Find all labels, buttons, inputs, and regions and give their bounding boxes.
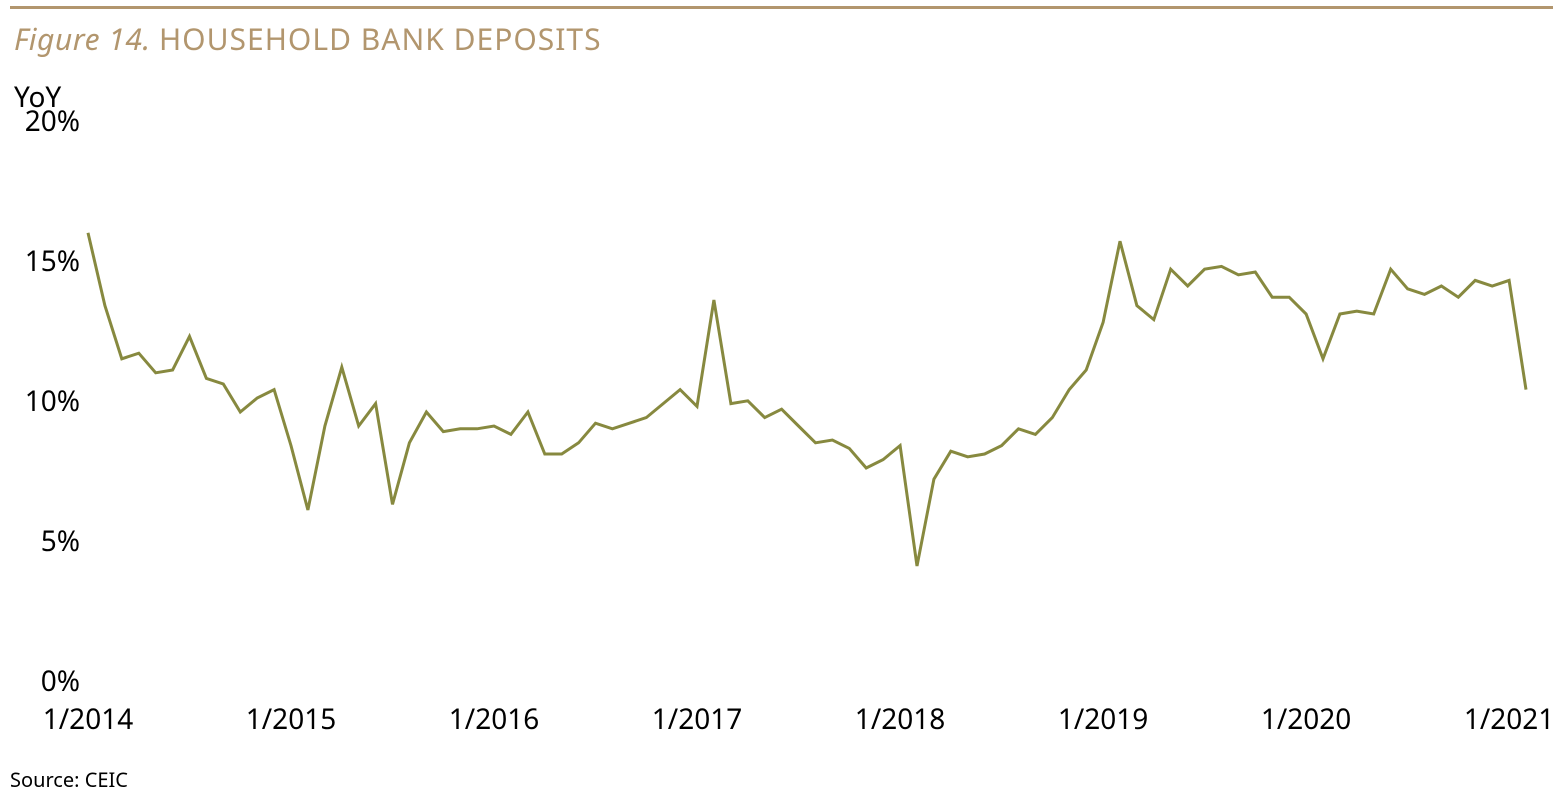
y-tick-label: 20% [10, 102, 80, 140]
y-tick-label: 10% [10, 382, 80, 420]
x-tick-label: 1/2020 [1261, 700, 1352, 738]
x-tick-label: 1/2019 [1058, 700, 1149, 738]
figure-container: Figure 14. HOUSEHOLD BANK DEPOSITS YoY 0… [0, 0, 1563, 799]
y-tick-label: 5% [10, 522, 80, 560]
x-tick-label: 1/2021 [1464, 700, 1555, 738]
x-tick-label: 1/2014 [43, 700, 134, 738]
top-rule [10, 6, 1553, 9]
x-tick-label: 1/2015 [246, 700, 337, 738]
source-text: Source: CEIC [10, 766, 128, 793]
y-tick-label: 15% [10, 242, 80, 280]
figure-title: HOUSEHOLD BANK DEPOSITS [159, 18, 602, 59]
figure-number: Figure 14. [14, 18, 151, 59]
line-chart [88, 118, 1526, 678]
chart-title: Figure 14. HOUSEHOLD BANK DEPOSITS [14, 22, 602, 55]
x-tick-label: 1/2016 [449, 700, 540, 738]
series-line [88, 233, 1526, 566]
x-tick-label: 1/2018 [855, 700, 946, 738]
x-tick-label: 1/2017 [652, 700, 743, 738]
y-tick-label: 0% [10, 662, 80, 700]
